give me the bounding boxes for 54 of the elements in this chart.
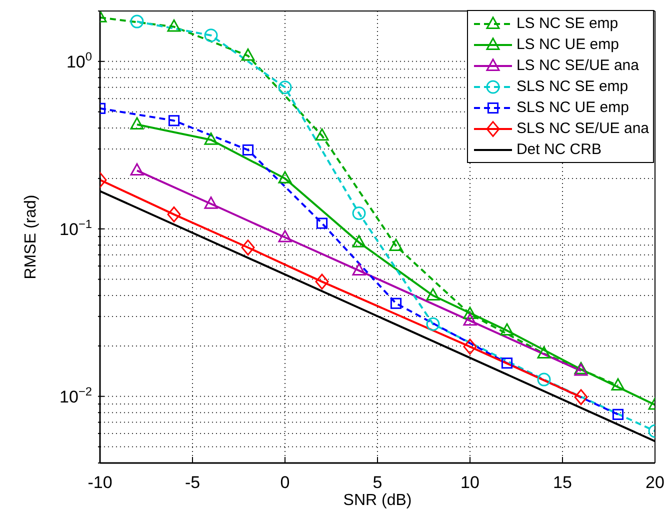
legend-label: Det NC CRB	[516, 141, 602, 158]
y-tick-label: 10$^{−1}$	[60, 216, 92, 239]
point	[352, 263, 366, 276]
point	[167, 19, 181, 32]
point	[130, 14, 144, 28]
point	[574, 389, 588, 406]
point	[389, 238, 403, 251]
point	[130, 117, 144, 130]
legend-label: LS NC SE emp	[516, 15, 618, 32]
point	[278, 80, 292, 94]
x-tick-label: 15	[553, 473, 572, 492]
legend-label: SLS NC UE emp	[516, 99, 629, 116]
point	[500, 323, 514, 336]
x-tick-label: 5	[372, 473, 382, 492]
point	[278, 171, 292, 184]
point	[390, 298, 402, 309]
x-tick-label: -5	[184, 473, 200, 492]
x-axis-title: SNR (dB)	[343, 492, 412, 509]
point	[426, 317, 440, 331]
x-tick-label: 0	[280, 473, 290, 492]
point	[501, 358, 513, 369]
point	[204, 28, 218, 42]
y-tick-label: 10$^{−2}$	[60, 384, 92, 406]
point	[537, 346, 551, 359]
point	[537, 372, 551, 386]
point	[352, 206, 366, 220]
x-tick-label: 10	[460, 473, 480, 492]
y-tick-label: 10$^{0}$	[66, 49, 92, 72]
point	[612, 408, 624, 420]
point	[316, 218, 328, 229]
point	[241, 48, 255, 61]
point	[463, 338, 477, 355]
point	[167, 206, 181, 222]
point	[426, 288, 440, 300]
point	[168, 115, 180, 126]
point	[204, 132, 218, 145]
legend-label: SLS NC SE emp	[516, 78, 628, 95]
legend-label: LS NC UE emp	[516, 36, 619, 53]
point	[242, 144, 254, 156]
point	[278, 230, 292, 242]
point	[204, 196, 218, 209]
point	[611, 378, 625, 391]
y-axis-title: RMSE (rad)	[22, 194, 40, 280]
x-tick-label: -10	[88, 473, 112, 492]
point	[463, 313, 477, 326]
point	[352, 235, 366, 248]
point	[130, 163, 144, 176]
x-tick-label: 20	[646, 473, 664, 492]
legend-label: LS NC SE/UE ana	[516, 57, 639, 74]
point	[241, 240, 255, 256]
point	[315, 128, 329, 141]
legend-label: SLS NC SE/UE ana	[516, 120, 649, 137]
point	[315, 274, 329, 290]
point	[463, 306, 477, 320]
